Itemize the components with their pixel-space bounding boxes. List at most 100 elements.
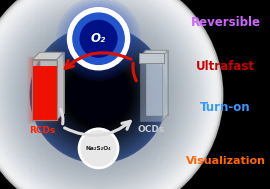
Ellipse shape — [24, 20, 173, 169]
Ellipse shape — [0, 0, 200, 189]
Polygon shape — [146, 50, 168, 115]
Ellipse shape — [57, 0, 140, 80]
Polygon shape — [162, 50, 168, 121]
Ellipse shape — [0, 0, 206, 189]
Bar — [32, 60, 57, 120]
Ellipse shape — [13, 9, 184, 180]
Ellipse shape — [69, 65, 128, 124]
Ellipse shape — [94, 90, 103, 99]
Ellipse shape — [86, 82, 111, 107]
Ellipse shape — [66, 62, 131, 127]
Ellipse shape — [18, 14, 179, 175]
Ellipse shape — [10, 6, 187, 183]
Ellipse shape — [46, 42, 151, 147]
Ellipse shape — [2, 0, 195, 189]
Text: Visualization: Visualization — [185, 156, 265, 166]
Ellipse shape — [22, 18, 175, 171]
Bar — [29, 57, 60, 122]
Ellipse shape — [0, 0, 223, 189]
Bar — [28, 57, 61, 123]
Ellipse shape — [64, 60, 133, 129]
Ellipse shape — [76, 17, 121, 61]
Bar — [140, 57, 162, 121]
Ellipse shape — [82, 77, 116, 112]
Ellipse shape — [16, 12, 181, 177]
Ellipse shape — [52, 48, 145, 141]
Bar — [32, 66, 57, 120]
Ellipse shape — [66, 6, 131, 72]
Ellipse shape — [41, 37, 156, 152]
Ellipse shape — [70, 10, 127, 67]
Ellipse shape — [0, 0, 204, 189]
Ellipse shape — [8, 5, 189, 184]
Ellipse shape — [0, 0, 214, 189]
Ellipse shape — [78, 74, 119, 115]
Ellipse shape — [0, 0, 217, 189]
Ellipse shape — [58, 54, 139, 135]
Ellipse shape — [78, 128, 119, 169]
Ellipse shape — [32, 28, 165, 161]
Ellipse shape — [83, 79, 114, 110]
Ellipse shape — [97, 93, 100, 96]
Ellipse shape — [92, 88, 105, 101]
Ellipse shape — [43, 39, 154, 150]
Bar — [32, 60, 57, 66]
Ellipse shape — [0, 0, 207, 189]
Ellipse shape — [15, 11, 183, 178]
Bar — [27, 56, 62, 124]
Ellipse shape — [21, 17, 176, 172]
Ellipse shape — [89, 85, 108, 104]
Ellipse shape — [75, 71, 122, 118]
Bar — [139, 53, 164, 63]
Ellipse shape — [74, 14, 123, 63]
Text: Turn-on: Turn-on — [200, 101, 251, 114]
Ellipse shape — [33, 29, 164, 160]
Text: O₂: O₂ — [91, 32, 106, 45]
Ellipse shape — [5, 1, 192, 188]
Polygon shape — [32, 52, 64, 60]
Ellipse shape — [53, 50, 144, 139]
Ellipse shape — [0, 0, 220, 189]
Text: Na₂S₂O₄: Na₂S₂O₄ — [86, 146, 111, 151]
Text: Ultrafast: Ultrafast — [196, 60, 255, 73]
Polygon shape — [140, 50, 168, 57]
Ellipse shape — [50, 46, 147, 143]
Ellipse shape — [68, 64, 130, 125]
Ellipse shape — [4, 0, 193, 189]
Polygon shape — [40, 52, 64, 113]
Ellipse shape — [44, 40, 153, 149]
Text: Reversible: Reversible — [190, 16, 261, 29]
Ellipse shape — [96, 91, 102, 98]
Ellipse shape — [60, 56, 137, 133]
Ellipse shape — [0, 0, 218, 189]
Ellipse shape — [0, 0, 212, 189]
Ellipse shape — [63, 59, 134, 130]
Ellipse shape — [35, 31, 162, 158]
Ellipse shape — [68, 8, 130, 70]
Ellipse shape — [0, 0, 215, 189]
Bar — [30, 58, 59, 122]
Ellipse shape — [74, 70, 123, 119]
Ellipse shape — [80, 20, 117, 57]
Text: RCDs: RCDs — [29, 126, 55, 135]
Ellipse shape — [73, 13, 124, 64]
Ellipse shape — [30, 26, 167, 163]
Ellipse shape — [0, 0, 221, 189]
Ellipse shape — [77, 73, 120, 116]
Ellipse shape — [0, 0, 209, 189]
Ellipse shape — [1, 0, 196, 189]
Ellipse shape — [80, 76, 117, 113]
Ellipse shape — [39, 36, 158, 153]
Ellipse shape — [0, 0, 210, 189]
Ellipse shape — [55, 51, 142, 138]
Ellipse shape — [61, 57, 136, 132]
Bar — [31, 59, 58, 121]
Ellipse shape — [59, 0, 138, 78]
Ellipse shape — [7, 3, 190, 186]
Ellipse shape — [72, 68, 125, 121]
Ellipse shape — [19, 15, 178, 174]
Ellipse shape — [81, 131, 116, 166]
Ellipse shape — [70, 67, 126, 122]
Ellipse shape — [72, 12, 125, 65]
Ellipse shape — [68, 8, 129, 70]
